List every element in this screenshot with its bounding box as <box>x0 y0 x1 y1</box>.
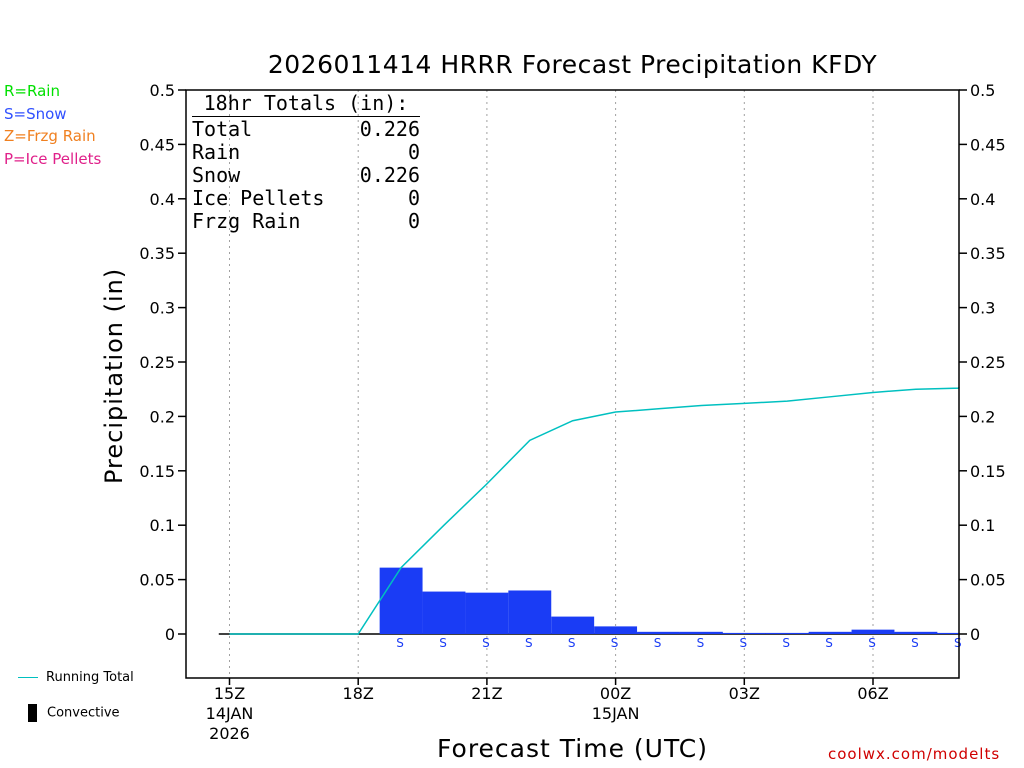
ptype-legend-item: P=Ice Pellets <box>4 150 102 168</box>
convective-legend: Convective <box>28 704 120 722</box>
precip-bar <box>808 631 852 634</box>
precip-bar <box>637 631 680 634</box>
convective-swatch <box>28 704 37 722</box>
y-tick-label-left: 0 <box>165 625 175 644</box>
precip-bar <box>594 626 638 634</box>
ptype-marker: S <box>954 636 962 650</box>
y-tick-label-left: 0.05 <box>139 571 175 590</box>
precip-bar <box>765 632 809 634</box>
y-tick-label-left: 0.35 <box>139 244 175 263</box>
totals-row-snow: Snow 0.226 <box>192 164 420 187</box>
totals-label: Frzg Rain <box>192 209 301 233</box>
y-tick-label-left: 0.25 <box>139 353 175 372</box>
x-tick-label: 03Z <box>729 684 760 703</box>
running-total-swatch <box>18 677 38 678</box>
ptype-marker: S <box>611 636 619 650</box>
precip-bar <box>551 616 595 634</box>
totals-label: Snow <box>192 163 241 187</box>
precip-bar <box>679 631 723 634</box>
precip-bar <box>894 631 938 634</box>
ptype-marker: S <box>825 636 833 650</box>
totals-row-frzg-rain: Frzg Rain 0 <box>192 210 420 233</box>
running-total-legend: Running Total <box>18 670 134 685</box>
x-axis-label: Forecast Time (UTC) <box>437 734 708 763</box>
totals-value: 0.226 <box>359 163 420 187</box>
chart-title: 2026011414 HRRR Forecast Precipitation K… <box>267 50 878 79</box>
x-tick-sublabel: 14JAN <box>206 704 254 723</box>
plot-frame <box>185 89 960 679</box>
ptype-legend-item: R=Rain <box>4 82 60 100</box>
y-tick-label-right: 0.05 <box>970 571 1006 590</box>
precip-bar <box>508 590 552 634</box>
precip-bar <box>422 591 466 634</box>
ptype-marker: S <box>654 636 662 650</box>
x-tick-sublabel: 15JAN <box>592 704 640 723</box>
y-tick-label-right: 0.5 <box>970 81 995 100</box>
ptype-marker: S <box>868 636 876 650</box>
totals-row-total: Total 0.226 <box>192 118 420 141</box>
ptype-marker: S <box>782 636 790 650</box>
ptype-marker: S <box>525 636 533 650</box>
totals-box: 18hr Totals (in): Total 0.226 Rain 0 Sno… <box>192 92 420 233</box>
y-tick-label-right: 0.3 <box>970 299 995 318</box>
running-total-legend-label: Running Total <box>46 670 134 685</box>
y-tick-label-right: 0.25 <box>970 353 1006 372</box>
ptype-marker: S <box>396 636 404 650</box>
y-tick-label-left: 0.15 <box>139 462 175 481</box>
x-tick-label: 18Z <box>343 684 374 703</box>
precip-bar <box>851 629 895 634</box>
ptype-legend-item: S=Snow <box>4 105 67 123</box>
y-tick-label-right: 0 <box>970 625 980 644</box>
y-tick-label-left: 0.3 <box>150 299 175 318</box>
running-total-line <box>229 386 960 635</box>
ptype-marker: S <box>911 636 919 650</box>
x-tick-sublabel: 2026 <box>209 724 250 743</box>
precip-bar <box>722 632 766 634</box>
totals-header: 18hr Totals (in): <box>192 92 420 117</box>
y-tick-label-left: 0.45 <box>139 135 175 154</box>
totals-label: Rain <box>192 140 241 164</box>
totals-value: 0 <box>407 209 420 233</box>
y-tick-label-left: 0.4 <box>150 190 175 209</box>
x-tick-label: 21Z <box>471 684 502 703</box>
ptype-marker: S <box>439 636 447 650</box>
ptype-marker: S <box>697 636 705 650</box>
totals-value: 0 <box>407 186 420 210</box>
x-tick-label: 06Z <box>857 684 888 703</box>
totals-row-rain: Rain 0 <box>192 141 420 164</box>
ptype-marker: S <box>482 636 490 650</box>
precip-bar <box>465 592 509 634</box>
y-tick-label-right: 0.2 <box>970 407 995 426</box>
ptype-legend-item: Z=Frzg Rain <box>4 127 96 145</box>
totals-value: 0.226 <box>359 117 420 141</box>
ptype-marker: S <box>568 636 576 650</box>
precip-bar <box>379 567 423 634</box>
credit-link[interactable]: coolwx.com/modelts <box>828 745 1001 763</box>
totals-label: Total <box>192 117 253 141</box>
y-tick-label-right: 0.45 <box>970 135 1006 154</box>
y-tick-label-left: 0.1 <box>150 516 175 535</box>
x-tick-label: 15Z <box>214 684 245 703</box>
y-tick-label-left: 0.5 <box>150 81 175 100</box>
y-tick-label-right: 0.4 <box>970 190 995 209</box>
convective-legend-label: Convective <box>47 705 120 721</box>
y-tick-label-right: 0.35 <box>970 244 1006 263</box>
y-tick-label-left: 0.2 <box>150 407 175 426</box>
totals-value: 0 <box>407 140 420 164</box>
y-tick-label-right: 0.15 <box>970 462 1006 481</box>
y-tick-label-right: 0.1 <box>970 516 995 535</box>
x-tick-label: 00Z <box>600 684 631 703</box>
ptype-marker: S <box>739 636 747 650</box>
precip-bar <box>937 632 959 634</box>
totals-row-ice-pellets: Ice Pellets 0 <box>192 187 420 210</box>
totals-label: Ice Pellets <box>192 186 325 210</box>
